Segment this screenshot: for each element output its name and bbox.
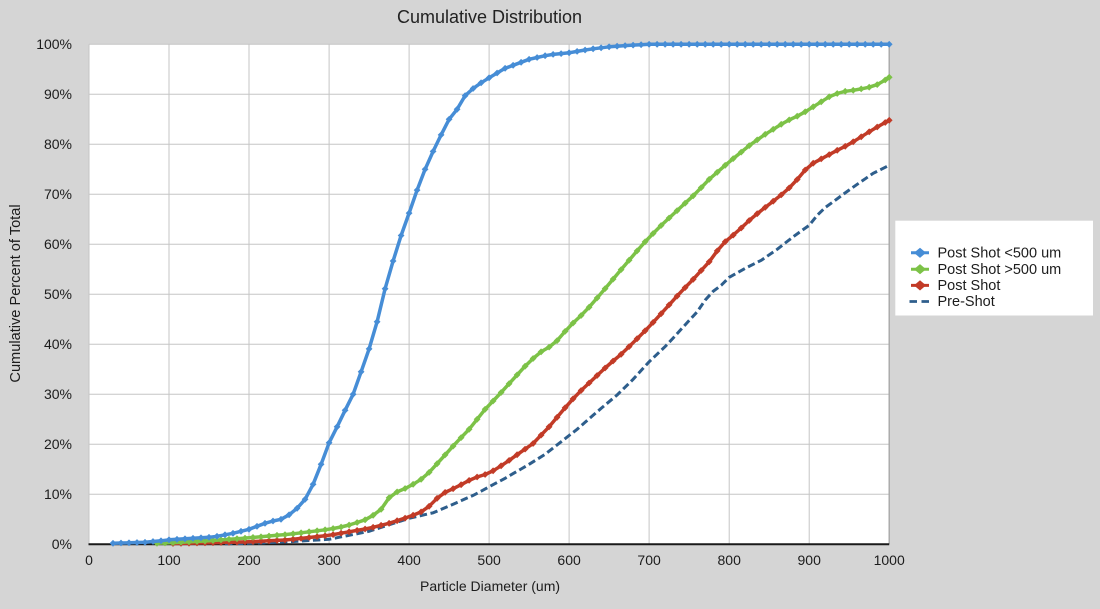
svg-text:70%: 70% bbox=[44, 186, 72, 202]
svg-text:Post Shot <500 um: Post Shot <500 um bbox=[938, 246, 1062, 262]
svg-text:100: 100 bbox=[157, 552, 181, 568]
svg-text:800: 800 bbox=[718, 552, 742, 568]
svg-text:Cumulative Distribution: Cumulative Distribution bbox=[397, 7, 582, 27]
svg-text:0: 0 bbox=[85, 552, 93, 568]
svg-text:30%: 30% bbox=[44, 386, 72, 402]
svg-text:300: 300 bbox=[317, 552, 341, 568]
svg-text:Cumulative Percent of Total: Cumulative Percent of Total bbox=[8, 204, 24, 382]
svg-text:600: 600 bbox=[557, 552, 581, 568]
svg-text:Post Shot >500 um: Post Shot >500 um bbox=[938, 262, 1062, 278]
svg-text:10%: 10% bbox=[44, 486, 72, 502]
svg-text:100%: 100% bbox=[36, 36, 72, 52]
svg-text:Pre-Shot: Pre-Shot bbox=[938, 294, 995, 310]
svg-text:Post Shot: Post Shot bbox=[938, 278, 1001, 294]
svg-text:80%: 80% bbox=[44, 136, 72, 152]
svg-text:200: 200 bbox=[237, 552, 261, 568]
svg-text:Particle Diameter (um): Particle Diameter (um) bbox=[420, 578, 560, 594]
svg-text:1000: 1000 bbox=[874, 552, 905, 568]
svg-text:40%: 40% bbox=[44, 336, 72, 352]
svg-text:500: 500 bbox=[477, 552, 501, 568]
svg-text:60%: 60% bbox=[44, 236, 72, 252]
svg-text:0%: 0% bbox=[52, 536, 72, 552]
svg-text:90%: 90% bbox=[44, 86, 72, 102]
svg-text:20%: 20% bbox=[44, 436, 72, 452]
svg-text:400: 400 bbox=[397, 552, 421, 568]
svg-text:700: 700 bbox=[637, 552, 661, 568]
svg-text:900: 900 bbox=[798, 552, 822, 568]
svg-text:50%: 50% bbox=[44, 286, 72, 302]
